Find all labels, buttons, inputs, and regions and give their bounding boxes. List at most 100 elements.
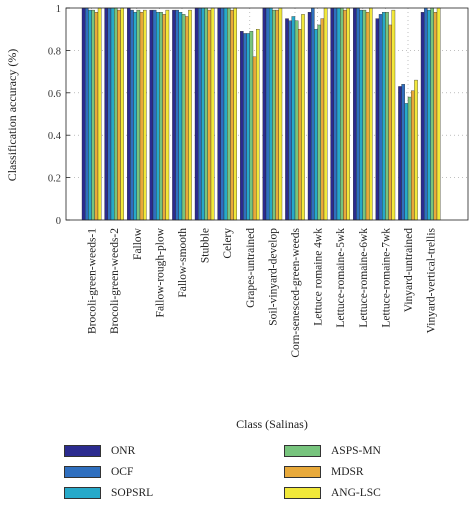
bar-ang-lsc-2 [120,7,124,221]
bar-ocf-16 [424,7,428,221]
bar-mdsr-16 [433,12,438,221]
x-tick-label: Lettuce-romaine-6wk [358,228,370,328]
bar-mdsr-6 [207,9,212,221]
x-tick-label: Brocoli-green-weeds-2 [109,228,121,334]
bar-ocf-15 [401,84,405,221]
bar-asps-mn-8 [249,31,254,221]
legend-item-mdsr: MDSR [284,464,364,480]
legend: ONR OCF SOPSRL ASPS-MN MDSR ANG-LSC [64,443,444,505]
bar-onr-13 [353,7,357,221]
x-tick-label: Grapes-untrained [245,228,257,308]
legend-label: ONR [111,445,136,457]
bar-asps-mn-13 [362,9,367,221]
bar-sopsrl-7 [223,7,228,221]
bar-ocf-11 [311,7,315,221]
y-tick-labels: 0 0.2 0.4 0.6 0.8 1 [48,4,62,227]
legend-label: ANG-LSC [331,487,381,499]
bar-ang-lsc-8 [256,29,260,221]
bar-mdsr-13 [365,12,370,221]
bar-asps-mn-7 [227,7,231,221]
bar-ocf-6 [198,7,202,221]
bar-ang-lsc-14 [391,9,396,221]
bar-ang-lsc-10 [301,14,305,221]
x-tick-label: Fallow [132,227,144,260]
bar-onr-9 [262,7,267,221]
x-tick-label: Lettuce-romaine-5wk [335,228,347,328]
bar-sopsrl-8 [246,33,250,221]
bar-asps-mn-5 [181,14,186,221]
bar-mdsr-11 [320,18,325,221]
bar-onr-6 [194,7,199,221]
x-tick-label: Vinyard-vertical-trellis [426,227,438,333]
bar-mdsr-9 [275,9,279,221]
bar-asps-mn-12 [340,7,344,221]
legend-label: SOPSRL [111,487,154,499]
bar-asps-mn-2 [114,7,118,221]
bar-mdsr-4 [162,14,166,221]
bar-ocf-14 [378,14,383,221]
bar-ang-lsc-7 [233,7,237,221]
bar-asps-mn-4 [159,12,163,221]
bar-mdsr-12 [343,9,347,221]
bar-asps-mn-15 [407,96,412,221]
legend-item-sopsrl: SOPSRL [64,485,153,501]
bar-sopsrl-9 [269,7,273,221]
bar-onr-5 [172,9,176,221]
x-tick-label: Lettuce-romaine-7wk [380,228,392,328]
bar-onr-2 [104,7,108,221]
y-axis-label: Classification accuracy (%) [5,49,19,182]
legend-label: OCF [111,466,134,478]
bar-mdsr-2 [117,9,121,221]
bar-sopsrl-16 [427,9,431,221]
bar-sopsrl-12 [336,7,341,221]
legend-swatch [64,466,101,478]
x-tick-labels: Brocoli-green-weeds-1 Brocoli-green-weeds… [87,227,438,357]
bar-ocf-12 [333,7,338,221]
bar-ocf-5 [175,9,179,221]
legend-label: ASPS-MN [331,445,381,457]
legend-swatch [64,487,101,499]
bar-ang-lsc-1 [97,7,102,221]
legend-label: MDSR [331,466,364,478]
bar-asps-mn-9 [272,9,276,221]
x-tick-label: Stubble [200,228,212,263]
bar-ocf-13 [356,7,360,221]
bar-onr-10 [285,18,289,221]
bar-onr-16 [420,12,425,221]
x-tick-label: Fallow-smooth [177,228,189,298]
bar-ocf-7 [220,7,225,221]
legend-swatch [284,487,321,499]
y-tick-label: 0.4 [48,131,62,142]
bar-ocf-8 [243,33,247,221]
bar-mdsr-7 [230,9,234,221]
x-tick-label: Vinyard-untrained [403,228,415,313]
bar-asps-mn-16 [430,7,434,221]
bar-mdsr-8 [252,56,257,221]
bar-mdsr-5 [185,16,189,221]
bar-ang-lsc-9 [278,7,283,221]
bar-mdsr-10 [298,29,302,221]
bar-mdsr-1 [94,12,99,221]
bar-mdsr-3 [139,12,144,221]
x-tick-label: Soil-vinyard-develop [267,228,279,326]
bar-asps-mn-3 [136,9,141,221]
bar-ang-lsc-15 [414,79,418,221]
bar-sopsrl-5 [178,12,183,221]
bar-chart: 00.20.40.60.81 Brocoli-green-weeds-1 Broc… [5,4,469,431]
x-tick-label: Corn-senesced-green-weeds [290,227,302,357]
bar-ang-lsc-16 [436,7,441,221]
legend-swatch [64,445,101,457]
bar-asps-mn-6 [204,7,208,221]
bar-ang-lsc-4 [165,9,170,221]
bar-sopsrl-13 [359,9,363,221]
legend-item-asps-mn: ASPS-MN [284,443,381,459]
axes [65,7,469,221]
y-tick-label: 0 [56,216,61,227]
legend-item-onr: ONR [64,443,135,459]
bar-sopsrl-6 [201,7,205,221]
bar-onr-3 [127,7,131,221]
bar-sopsrl-3 [133,12,137,221]
plot-frame [65,7,469,221]
x-axis-label: Class (Salinas) [236,417,308,431]
bar-sopsrl-14 [382,12,386,221]
